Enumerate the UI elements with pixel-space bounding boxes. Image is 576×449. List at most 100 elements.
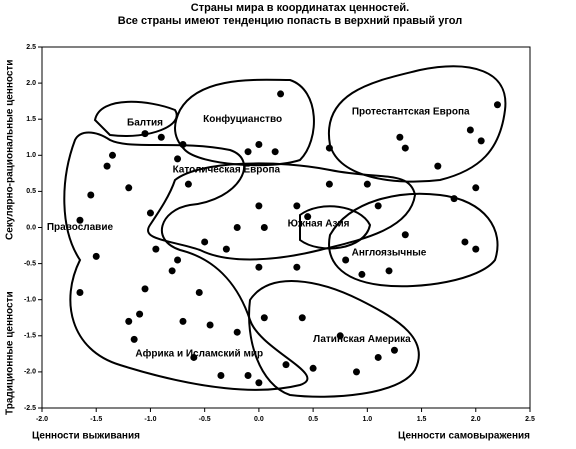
country-point (233, 224, 241, 231)
region-label: Латинская Америка (313, 334, 411, 345)
region-label: Южная Азия (288, 219, 350, 230)
country-point (152, 245, 160, 253)
zone-outline (328, 192, 499, 288)
country-point (157, 133, 165, 141)
country-point (233, 328, 241, 336)
country-point (130, 335, 138, 343)
region-label: Африка и Исламский мир (135, 347, 263, 359)
x-tick-label: 1.5 (417, 416, 427, 423)
zone-outline (63, 131, 309, 391)
y-axis-label-top: Секулярно-рациональные ценности (5, 60, 16, 240)
y-tick-label: -0.5 (24, 260, 36, 267)
region-label: Православие (47, 222, 114, 233)
country-point (141, 130, 149, 138)
country-point (87, 191, 95, 199)
country-point (282, 361, 290, 369)
country-point (217, 372, 225, 380)
country-point (325, 144, 333, 152)
country-point (92, 252, 100, 260)
country-point (244, 372, 252, 380)
country-point (277, 90, 285, 98)
country-point (255, 379, 263, 387)
y-tick-label: 2.0 (26, 80, 36, 87)
country-point (168, 267, 176, 275)
x-tick-label: 2.0 (471, 416, 481, 423)
country-point (76, 288, 84, 296)
country-point (342, 256, 350, 264)
country-point (174, 155, 182, 163)
x-tick-label: -1.0 (144, 416, 156, 423)
zone-outline (93, 100, 178, 137)
country-point (179, 317, 187, 325)
country-point (206, 321, 214, 329)
zone-outline (327, 65, 507, 183)
country-point (336, 332, 344, 340)
plot-frame (41, 46, 531, 409)
y-tick-label: -2.5 (24, 405, 36, 412)
region-label: Балтия (127, 117, 163, 128)
country-point (260, 224, 268, 231)
country-point (304, 213, 312, 221)
country-point (477, 137, 485, 145)
country-point (385, 267, 393, 275)
y-tick-label: -1.0 (24, 297, 36, 304)
country-point (358, 270, 366, 278)
y-tick-label: 1.0 (26, 152, 36, 159)
country-point (125, 184, 133, 192)
country-point (190, 353, 198, 361)
x-tick-label: 0.0 (254, 416, 264, 423)
country-point (396, 133, 404, 141)
region-label: Конфуцианство (203, 113, 282, 125)
country-point (401, 144, 409, 152)
country-point (472, 184, 480, 192)
country-point (298, 314, 306, 322)
x-axis-label-right: Ценности самовыражения (398, 431, 530, 442)
country-point (434, 162, 442, 170)
country-point (255, 202, 263, 210)
x-tick-label: 0.5 (308, 416, 318, 423)
y-tick-label: 0.0 (26, 224, 36, 231)
country-point (136, 310, 144, 318)
country-point (461, 238, 469, 246)
country-point (222, 245, 230, 253)
chart-subtitle: Все страны имеют тенденцию попасть в вер… (118, 15, 462, 27)
zone-outline (248, 280, 420, 398)
x-tick-label: -2.0 (36, 416, 48, 423)
country-point (374, 202, 382, 210)
country-point (125, 317, 133, 325)
country-point (363, 180, 371, 188)
x-tick-label: -0.5 (199, 416, 211, 423)
zone-outline (147, 162, 417, 261)
country-point (401, 231, 409, 239)
country-point (493, 101, 501, 109)
y-tick-label: 0.5 (26, 188, 36, 195)
country-point (244, 148, 252, 156)
zone-outline (299, 205, 372, 250)
country-point (179, 140, 187, 148)
y-tick-label: 2.5 (26, 44, 36, 51)
x-axis-label-left: Ценности выживания (32, 431, 140, 442)
country-point (76, 216, 84, 224)
x-tick-label: 2.5 (525, 416, 535, 423)
country-point (146, 209, 154, 217)
chart-title: Страны мира в координатах ценностей. (191, 2, 410, 14)
y-tick-label: -2.0 (24, 369, 36, 376)
country-point (201, 238, 209, 246)
region-label: Англоязычные (352, 247, 427, 258)
country-point (309, 364, 317, 372)
country-point (390, 346, 398, 354)
country-point (255, 140, 263, 148)
country-point (450, 195, 458, 203)
x-tick-label: 1.0 (362, 416, 372, 423)
country-point (325, 180, 333, 188)
country-point (374, 353, 382, 361)
country-point (260, 314, 268, 322)
country-point (352, 368, 360, 376)
region-label: Протестантская Европа (352, 107, 470, 118)
country-point (293, 202, 301, 210)
country-point (141, 285, 149, 293)
region-label: Католическая Европа (173, 164, 281, 175)
country-point (108, 151, 116, 159)
country-point (195, 288, 203, 296)
